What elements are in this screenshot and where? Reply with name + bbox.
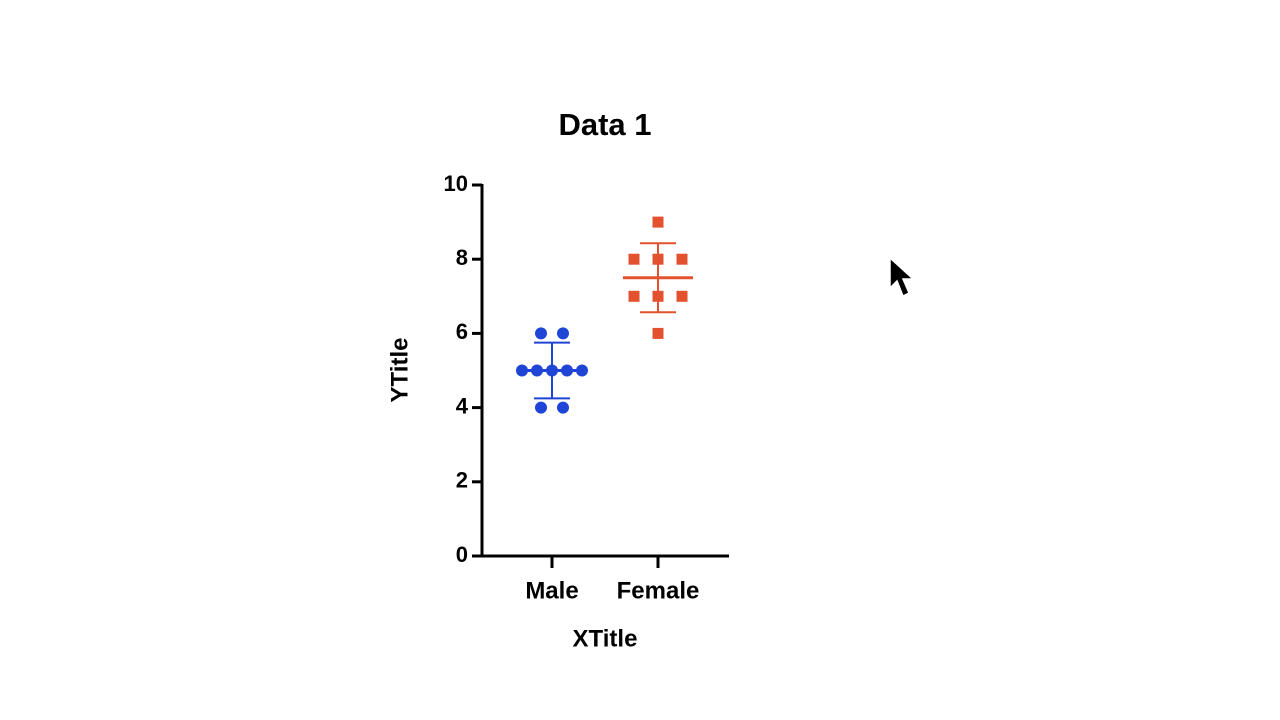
data-point — [628, 253, 640, 265]
y-tick-label: 10 — [444, 171, 468, 196]
y-tick-label: 8 — [456, 245, 468, 270]
data-point — [557, 401, 569, 414]
x-axis-title: XTitle — [573, 625, 638, 652]
data-point — [652, 327, 664, 339]
x-tick-label: Female — [617, 577, 700, 604]
data-point — [652, 216, 664, 228]
data-point — [557, 327, 569, 340]
data-point — [676, 290, 688, 302]
data-point — [535, 401, 547, 414]
data-point — [676, 253, 688, 265]
data-point — [535, 327, 547, 340]
y-tick-label: 6 — [456, 319, 468, 344]
x-tick-label: Male — [525, 577, 578, 604]
y-tick-label: 0 — [456, 542, 468, 567]
data-point — [628, 290, 640, 302]
y-tick-label: 4 — [456, 393, 469, 418]
chart-title: Data 1 — [558, 107, 651, 142]
y-axis-title: YTitle — [386, 338, 413, 403]
mouse-cursor — [889, 256, 915, 298]
y-tick-label: 2 — [456, 468, 468, 493]
